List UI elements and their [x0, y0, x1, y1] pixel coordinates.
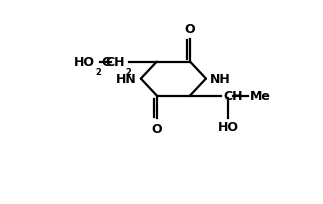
Text: O: O: [151, 122, 162, 135]
Text: CH: CH: [106, 56, 125, 69]
Text: 2: 2: [126, 67, 131, 76]
Text: HN: HN: [116, 73, 137, 86]
Text: C: C: [102, 56, 111, 69]
Text: Me: Me: [249, 90, 270, 103]
Text: CH: CH: [224, 90, 243, 103]
Text: HO: HO: [218, 121, 239, 134]
Text: 2: 2: [96, 67, 101, 76]
Text: NH: NH: [210, 73, 231, 86]
Text: O: O: [185, 23, 195, 36]
Text: HO: HO: [74, 56, 95, 69]
